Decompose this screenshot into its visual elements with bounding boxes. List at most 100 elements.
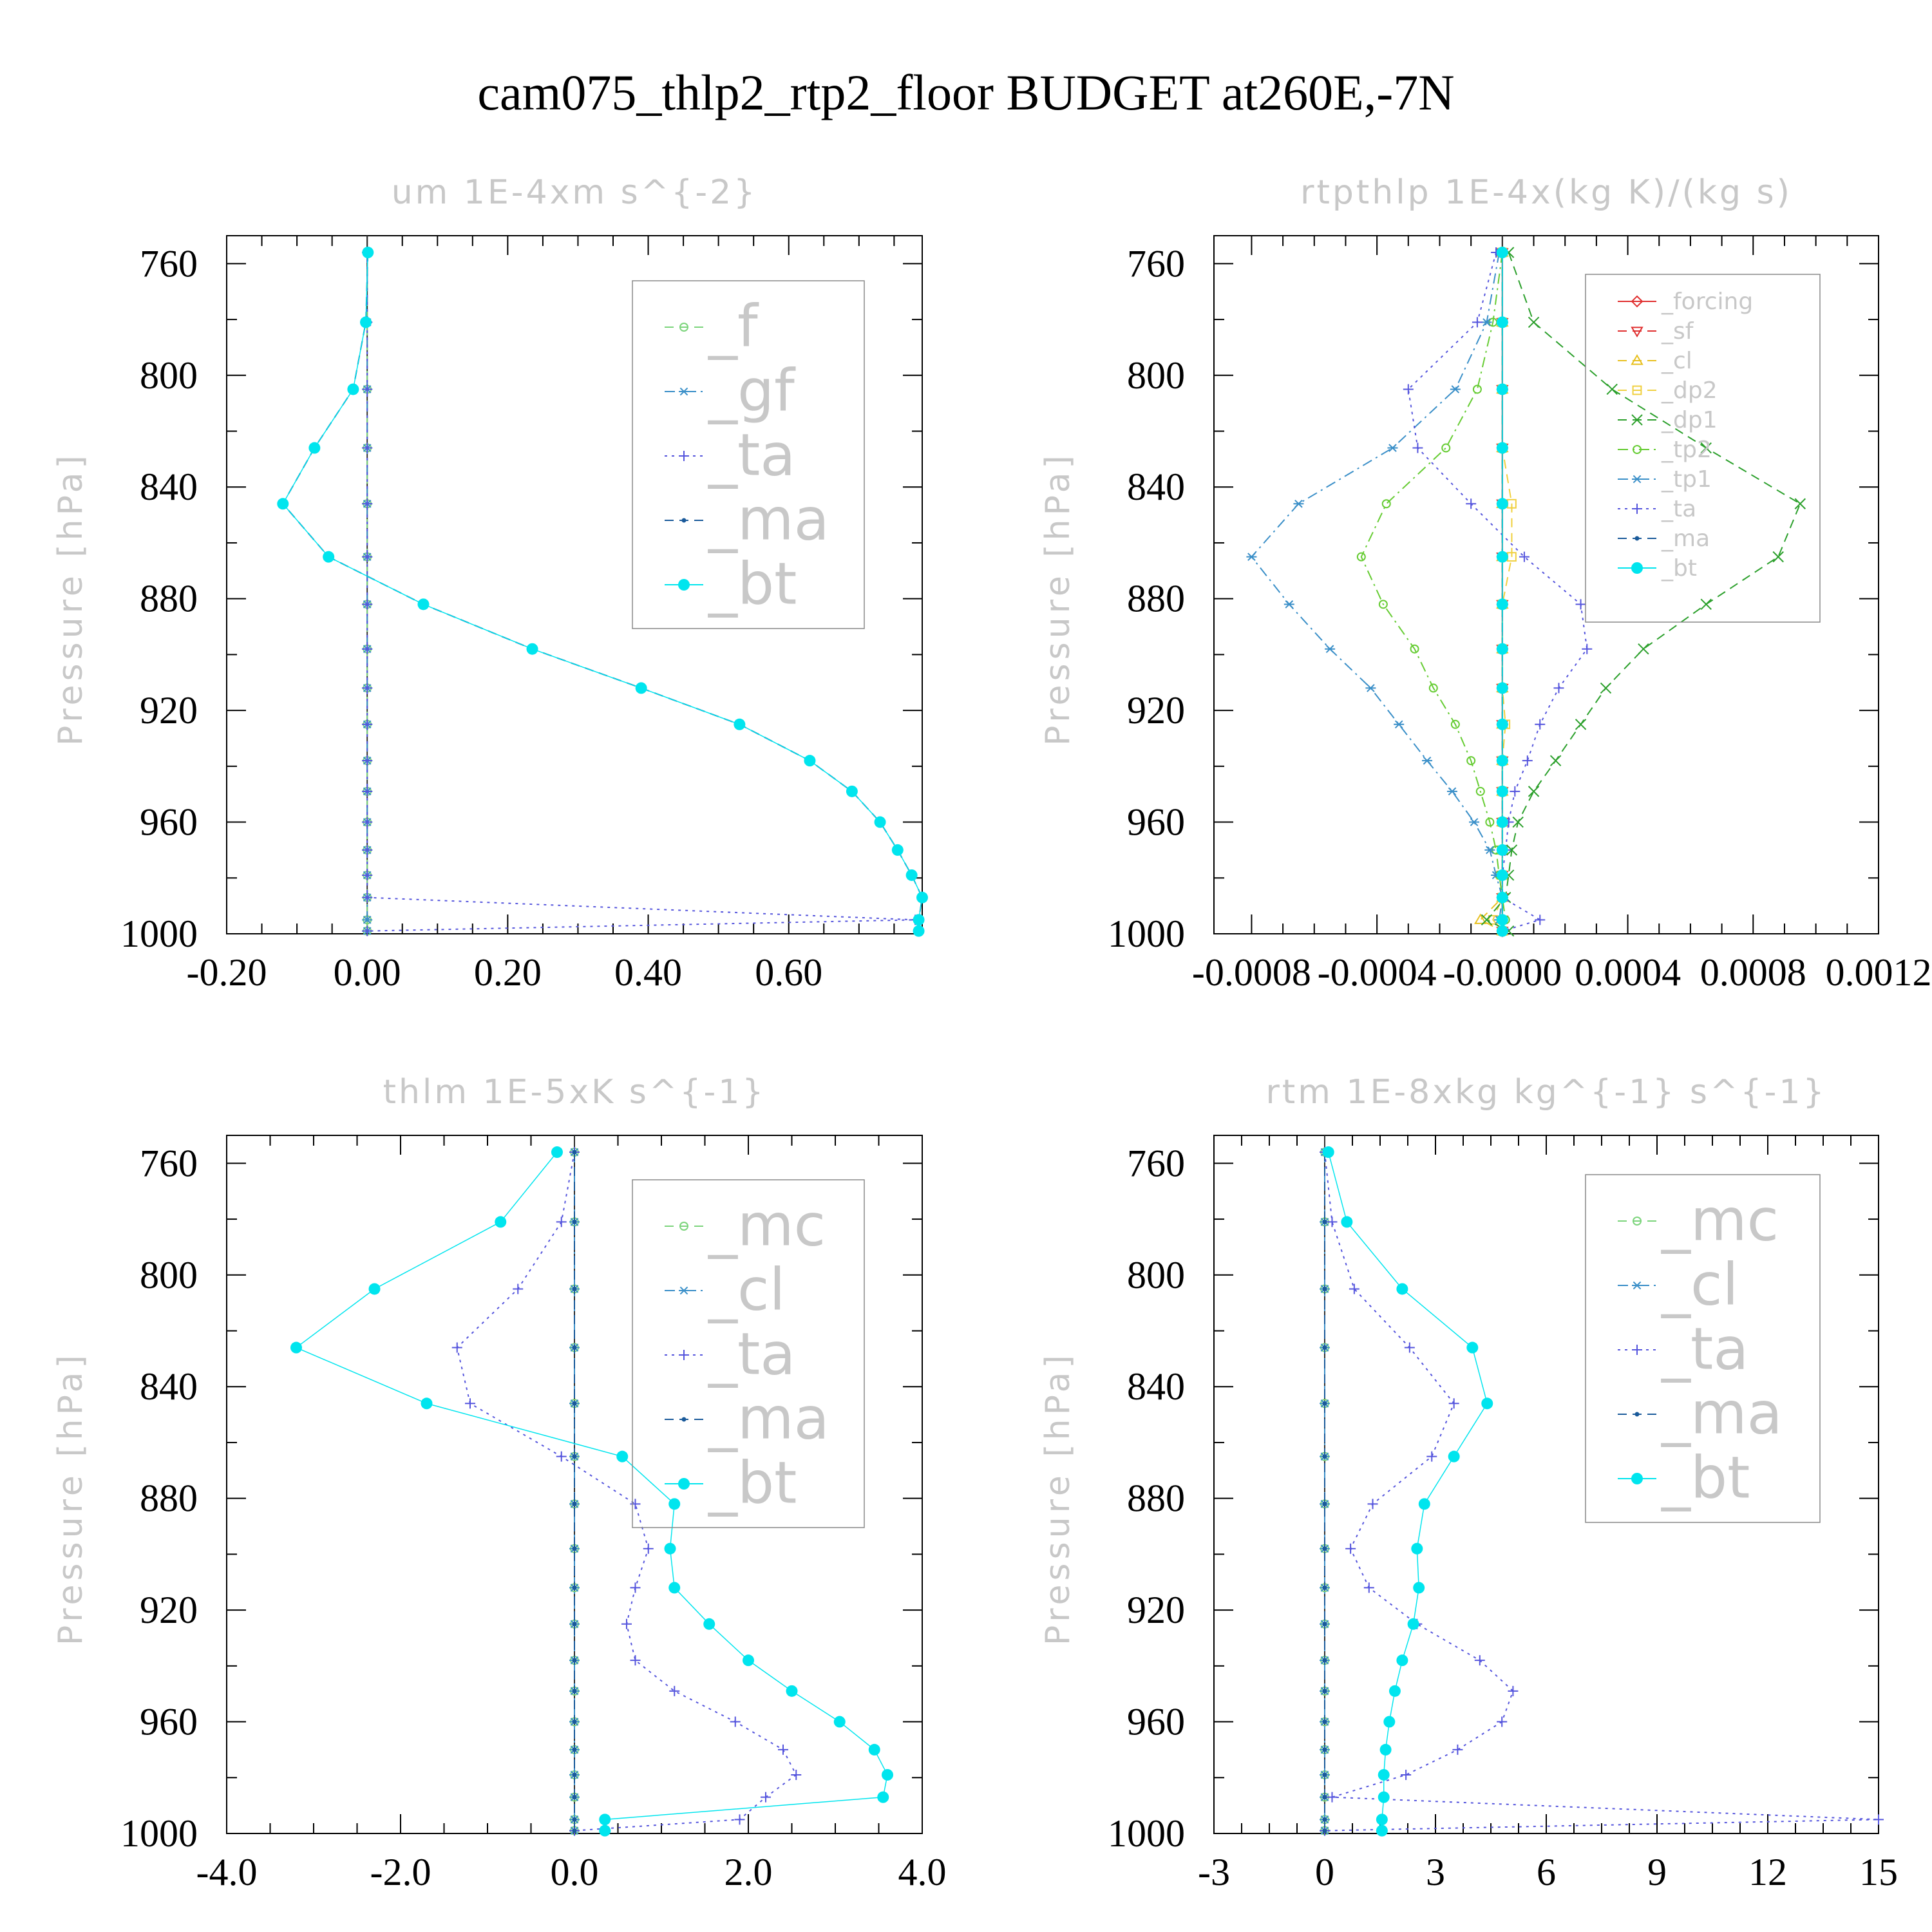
x-tick-label: 3 bbox=[1426, 1851, 1445, 1893]
series-line bbox=[1360, 252, 1506, 931]
data-point bbox=[905, 869, 918, 881]
legend-marker bbox=[1631, 1473, 1643, 1484]
data-point bbox=[1481, 318, 1492, 327]
data-point bbox=[421, 1397, 433, 1410]
data-point bbox=[786, 1685, 798, 1697]
data-point bbox=[1404, 1342, 1415, 1353]
y-axis-label: Pressure [hPa] bbox=[52, 451, 90, 746]
legend-label: _cl bbox=[1661, 348, 1692, 374]
data-point bbox=[1441, 443, 1451, 453]
data-point bbox=[362, 916, 373, 924]
legend-label: _ma bbox=[708, 486, 829, 554]
data-point bbox=[1496, 643, 1508, 655]
legend-label: _bt bbox=[708, 551, 797, 618]
data-point bbox=[495, 1216, 507, 1228]
data-point bbox=[1508, 1685, 1519, 1696]
data-point bbox=[362, 925, 373, 936]
data-point bbox=[1412, 442, 1423, 453]
data-point bbox=[1322, 1546, 1327, 1551]
data-point bbox=[1322, 1772, 1327, 1777]
data-point bbox=[572, 1286, 577, 1291]
data-point bbox=[1481, 914, 1493, 926]
series-tp2 bbox=[1356, 248, 1510, 936]
data-point bbox=[734, 1814, 745, 1825]
data-point bbox=[362, 683, 373, 694]
data-point bbox=[913, 914, 925, 926]
data-point bbox=[572, 1747, 577, 1752]
data-point bbox=[1341, 1216, 1353, 1228]
y-tick-label: 760 bbox=[1127, 242, 1185, 285]
legend-marker bbox=[679, 1286, 689, 1295]
legend-marker bbox=[1632, 1345, 1642, 1355]
x-tick-label: -0.0000 bbox=[1443, 951, 1562, 994]
data-point bbox=[1700, 598, 1712, 611]
legend-box bbox=[1585, 274, 1821, 623]
data-point bbox=[804, 755, 816, 767]
x-tick-label: -3 bbox=[1198, 1851, 1230, 1893]
data-point bbox=[730, 1716, 741, 1727]
data-point bbox=[1345, 1543, 1356, 1554]
series-line bbox=[1407, 252, 1588, 932]
data-point bbox=[1322, 1146, 1334, 1159]
data-point bbox=[1322, 1817, 1327, 1822]
x-tick-label: 0 bbox=[1315, 1851, 1334, 1893]
data-point bbox=[360, 316, 372, 328]
data-point bbox=[643, 1543, 654, 1554]
series-bt bbox=[277, 247, 928, 937]
data-point bbox=[1428, 683, 1438, 693]
x-tick-label: 6 bbox=[1537, 1851, 1556, 1893]
data-point bbox=[1396, 1283, 1408, 1295]
legend-marker bbox=[1631, 354, 1643, 365]
y-tick-label: 960 bbox=[140, 1701, 198, 1743]
data-point bbox=[833, 1716, 846, 1728]
data-point bbox=[1496, 316, 1508, 328]
legend-marker bbox=[1634, 536, 1640, 541]
data-point bbox=[1322, 1501, 1327, 1506]
legend-marker bbox=[1631, 295, 1643, 308]
data-point bbox=[1327, 1217, 1338, 1227]
data-point bbox=[1322, 1345, 1327, 1350]
data-point bbox=[1575, 599, 1586, 610]
x-tick-label: 0.20 bbox=[474, 951, 542, 994]
y-tick-label: 960 bbox=[1127, 801, 1185, 844]
data-point bbox=[1367, 1499, 1378, 1510]
data-point bbox=[362, 786, 373, 797]
data-point bbox=[1450, 385, 1461, 393]
data-point bbox=[599, 1824, 611, 1837]
legend-label: _ta bbox=[1661, 496, 1696, 522]
data-point bbox=[1388, 1685, 1401, 1697]
data-point bbox=[1322, 1747, 1327, 1752]
y-tick-label: 920 bbox=[140, 689, 198, 732]
data-point bbox=[1466, 756, 1476, 766]
data-point bbox=[556, 1451, 567, 1462]
chart-panel: thlm 1E-5xK s^{-1} Pressure [hPa] 760 800 84… bbox=[52, 1073, 947, 1893]
legend: _mc_cl_ta_ma_bt bbox=[632, 1179, 865, 1528]
data-point bbox=[669, 1685, 680, 1696]
series-bt bbox=[1496, 247, 1508, 937]
data-point bbox=[621, 1618, 632, 1629]
data-point bbox=[1422, 756, 1433, 765]
data-point bbox=[1575, 719, 1587, 730]
data-point bbox=[734, 718, 746, 730]
data-point bbox=[743, 1654, 754, 1667]
data-point bbox=[572, 1585, 577, 1590]
data-point bbox=[572, 1622, 577, 1627]
data-point bbox=[1496, 925, 1508, 937]
data-point bbox=[1327, 1792, 1338, 1803]
data-point bbox=[1496, 785, 1508, 797]
data-point bbox=[1535, 914, 1546, 925]
data-point bbox=[362, 442, 373, 453]
legend-label: _ta bbox=[1661, 1316, 1748, 1383]
data-point bbox=[362, 755, 373, 766]
data-point bbox=[1535, 719, 1546, 730]
y-tick-label: 840 bbox=[140, 466, 198, 508]
data-point bbox=[572, 1817, 577, 1822]
data-point bbox=[362, 817, 373, 828]
data-point bbox=[308, 442, 321, 454]
x-tick-label: -0.0004 bbox=[1318, 951, 1437, 994]
plot-frame bbox=[226, 235, 923, 934]
data-point bbox=[572, 1219, 577, 1224]
legend-marker bbox=[679, 323, 688, 332]
data-point bbox=[1481, 1397, 1493, 1410]
legend-marker bbox=[1632, 475, 1642, 484]
